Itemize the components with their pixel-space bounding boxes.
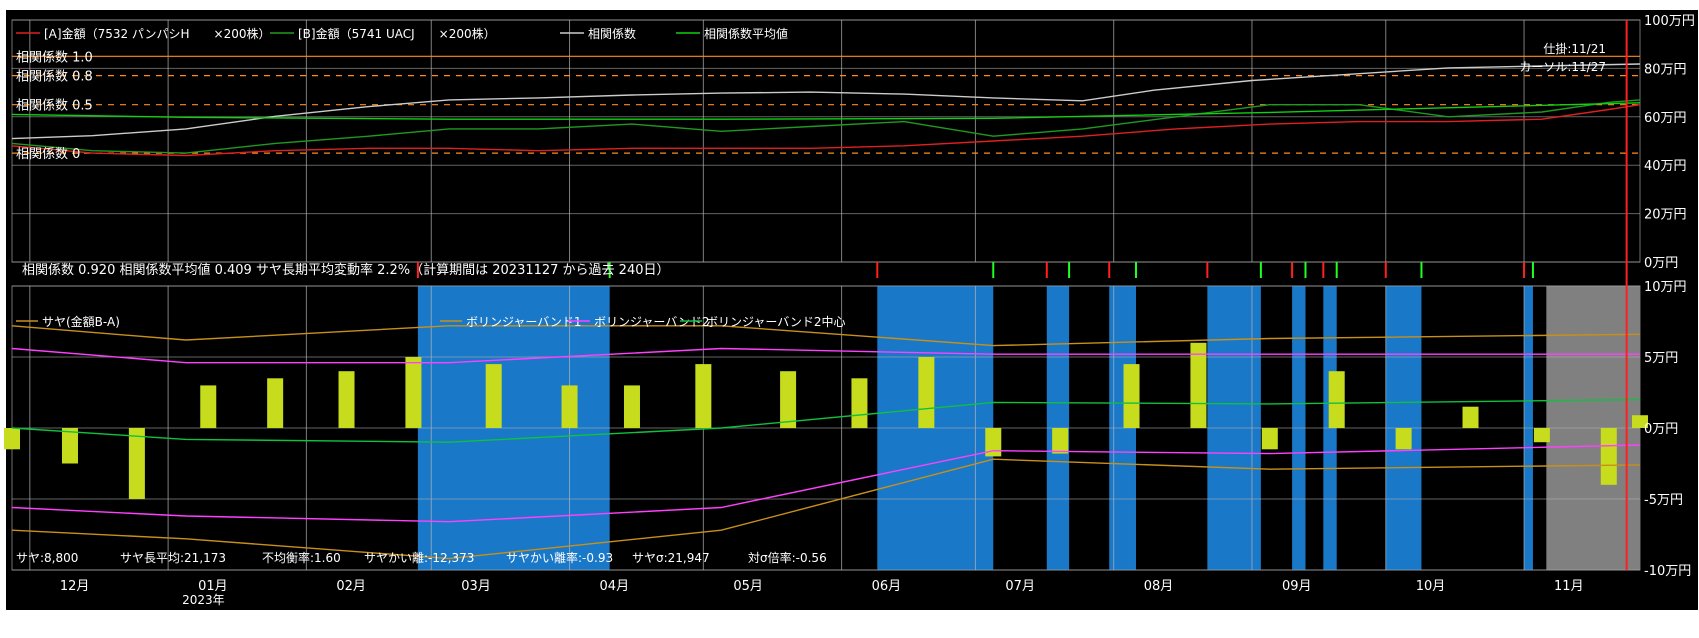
top-stats-text: 相関係数 0.920 相関係数平均値 0.409 サヤ長期平均変動率 2.2%（… <box>22 262 670 278</box>
spread-bar-3 <box>200 385 217 428</box>
spread-bar-6 <box>405 357 422 428</box>
x-tick-label-10: 10月 <box>1416 579 1446 594</box>
bottom-y-tick-0: 10万円 <box>1644 280 1687 295</box>
spread-bar-2 <box>128 428 145 499</box>
corr-ref-label-3: 相関係数 0 <box>16 147 80 162</box>
x-tick-label-2: 02月 <box>336 579 366 594</box>
bottom-stat-3: サヤかい離:-12,373 <box>364 551 474 565</box>
price-b-line <box>11 99 1641 154</box>
x-tick-label-7: 07月 <box>1005 579 1035 594</box>
spread-bar-22 <box>1533 428 1550 443</box>
x-tick-label-11: 11月 <box>1554 579 1584 594</box>
spread-bar-21 <box>1462 406 1479 428</box>
bb-center-line <box>11 398 1641 443</box>
x-tick-label-0: 12月 <box>60 579 90 594</box>
spread-bar-10 <box>695 364 712 428</box>
spread-bar-9 <box>623 385 640 428</box>
bottom-legend-label-1: ボリンジャーバンド1 <box>466 315 582 329</box>
spread-bar-24 <box>1632 415 1648 428</box>
bottom-stat-6: 対σ倍率:-0.56 <box>748 550 827 565</box>
top-y-tick-3: 40万円 <box>1644 159 1687 174</box>
x-year-label: 2023年 <box>182 593 225 607</box>
x-tick-label-9: 09月 <box>1282 579 1312 594</box>
chart-bottom-area <box>0 610 1699 634</box>
price-a-line <box>11 104 1641 157</box>
spread-bar-12 <box>851 378 868 428</box>
spread-bar-15 <box>1052 428 1069 454</box>
spread-bar-1 <box>61 428 78 464</box>
spread-bar-8 <box>561 385 578 428</box>
spread-bar-7 <box>485 364 502 428</box>
bottom-stat-0: サヤ:8,800 <box>16 551 78 565</box>
bottom-legend-label-2: ボリンジャーバンド2 <box>594 315 710 329</box>
top-y-tick-4: 20万円 <box>1644 208 1687 223</box>
top-y-tick-1: 80万円 <box>1644 62 1687 77</box>
bottom-legend-label-3: ボリンジャーバンド2中心 <box>706 314 846 329</box>
top-y-tick-0: 100万円 <box>1644 14 1695 29</box>
x-tick-label-1: 01月 <box>198 579 228 594</box>
marker-label-1: カーソル:11/27 <box>1519 60 1606 74</box>
top-legend-label-2: 相関係数 <box>588 26 636 41</box>
bb1-lower-line <box>11 458 1641 560</box>
x-tick-label-8: 08月 <box>1144 579 1174 594</box>
spread-bar-5 <box>338 371 355 428</box>
spread-bar-4 <box>267 378 284 428</box>
bottom-y-tick-1: 5万円 <box>1644 351 1678 366</box>
spread-bar-19 <box>1328 371 1345 428</box>
bottom-stat-2: 不均衡率:1.60 <box>262 550 341 565</box>
bottom-y-tick-3: -5万円 <box>1644 493 1683 508</box>
top-legend-label-0: [A]金額（7532 パンパシH ×200株） <box>44 26 271 41</box>
spread-bar-18 <box>1261 428 1278 450</box>
bottom-y-tick-2: 0万円 <box>1644 422 1678 437</box>
top-y-tick-5: 0万円 <box>1644 256 1678 271</box>
spread-bar-23 <box>1600 428 1617 485</box>
spread-bar-17 <box>1190 342 1207 428</box>
correlation-avg-line <box>11 102 1641 120</box>
x-tick-label-6: 06月 <box>872 579 902 594</box>
spread-bar-16 <box>1123 364 1140 428</box>
x-tick-label-5: 05月 <box>733 579 763 594</box>
bottom-legend-label-0: サヤ(金額B-A) <box>42 314 120 329</box>
bottom-stat-4: サヤかい離率:-0.93 <box>506 550 613 565</box>
spread-bar-13 <box>918 357 935 428</box>
bottom-stat-5: サヤσ:21,947 <box>632 551 710 565</box>
x-tick-label-3: 03月 <box>461 579 491 594</box>
top-legend-label-1: [B]金額（5741 UACJ ×200株） <box>298 26 496 41</box>
bb1-upper-line <box>11 325 1641 347</box>
top-legend-label-3: 相関係数平均値 <box>704 26 788 41</box>
spread-bar-0 <box>4 428 20 450</box>
bottom-stat-1: サヤ長平均:21,173 <box>120 551 226 565</box>
corr-ref-label-2: 相関係数 0.5 <box>16 99 93 114</box>
chart-frame-background <box>6 10 1698 610</box>
correlation-line <box>11 63 1641 140</box>
marker-label-0: 仕掛:11/21 <box>1543 41 1606 56</box>
spread-bar-14 <box>985 428 1002 457</box>
bottom-y-tick-4: -10万円 <box>1644 564 1691 579</box>
corr-ref-label-1: 相関係数 0.8 <box>16 70 93 85</box>
x-tick-label-4: 04月 <box>600 579 630 594</box>
bb2-lower-line <box>11 444 1641 523</box>
bb2-upper-line <box>11 347 1640 364</box>
spread-bar-11 <box>780 371 797 428</box>
corr-ref-label-0: 相関係数 1.0 <box>16 50 93 65</box>
top-y-tick-2: 60万円 <box>1644 111 1687 126</box>
spread-bar-20 <box>1395 428 1412 450</box>
